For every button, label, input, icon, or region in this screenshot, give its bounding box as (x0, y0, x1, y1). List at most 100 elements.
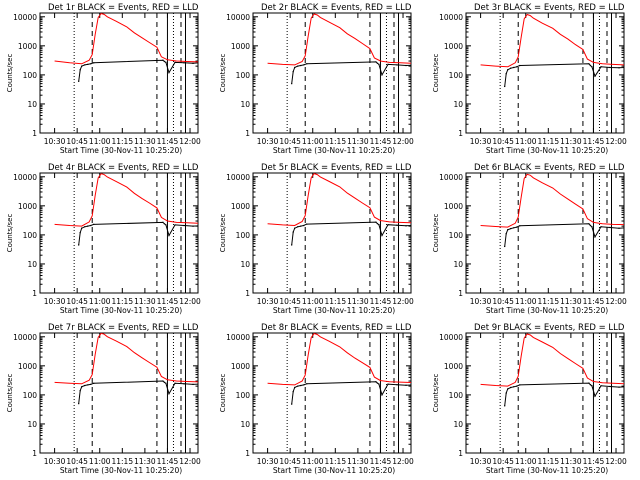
events-point (405, 225, 407, 227)
panel-title: Det 9r BLACK = Events, RED = LLD (474, 323, 625, 333)
events-point (81, 65, 83, 67)
y-tick-label: 100 (236, 391, 251, 400)
x-tick-label: 11:00 (89, 137, 111, 146)
x-tick-label: 11:15 (324, 297, 346, 306)
x-tick-label: 10:45 (492, 137, 514, 146)
events-point (411, 384, 412, 385)
events-point (198, 384, 199, 385)
events-point (609, 226, 611, 229)
detector-panel-9: Det 9r BLACK = Events, RED = LLD 1 10 100 10… (432, 323, 634, 475)
y-tick-label: 10 (240, 260, 250, 269)
detector-panel-7: Det 7r BLACK = Events, RED = LLD 1 10 100 10… (6, 323, 201, 475)
y-axis-label: Counts/sec (219, 214, 227, 253)
y-tick-label: 1 (245, 449, 250, 458)
y-tick-label: 10000 (13, 173, 37, 182)
y-tick-label: 1000 (231, 42, 250, 51)
events-point (84, 64, 86, 66)
plot-frame (252, 12, 412, 134)
y-axis-label: Counts/sec (6, 54, 14, 93)
events-point (207, 63, 208, 64)
events-point (387, 383, 389, 385)
x-tick-label: 11:30 (560, 297, 582, 306)
events-point (591, 385, 593, 387)
y-tick-label: 10000 (13, 333, 37, 342)
events-point (519, 384, 521, 386)
y-tick-label: 10000 (439, 13, 463, 22)
events-point (165, 382, 167, 384)
events-point (609, 66, 611, 69)
events-point (162, 380, 164, 382)
x-tick-label: 12:00 (605, 297, 627, 306)
events-point (294, 386, 296, 389)
plot-area (54, 333, 199, 453)
events-point (630, 387, 631, 388)
events-point (163, 381, 166, 383)
events-point (378, 63, 380, 65)
y-tick-label: 1 (458, 129, 463, 138)
events-point (588, 382, 590, 384)
x-tick-label: 10:30 (44, 297, 66, 306)
x-axis-label: Start Time (30-Nov-11 10:25:20) (486, 146, 608, 155)
events-point (624, 67, 625, 68)
events-point (513, 386, 515, 388)
events-point (375, 221, 377, 223)
events-point (405, 64, 407, 67)
events-point (207, 226, 208, 227)
y-tick-label: 1 (32, 129, 37, 138)
x-tick-label: 12:00 (605, 457, 627, 466)
x-axis-label: Start Time (30-Nov-11 10:25:20) (486, 466, 608, 475)
plot-area (480, 173, 625, 293)
series-line-events (504, 382, 624, 406)
x-tick-label: 11:45 (157, 137, 179, 146)
events-point (300, 225, 302, 227)
events-point (387, 224, 389, 226)
x-tick-label: 10:30 (470, 297, 492, 306)
events-point (624, 227, 625, 228)
x-tick-label: 11:00 (302, 457, 324, 466)
events-point (510, 227, 512, 230)
y-tick-label: 1000 (18, 202, 37, 211)
series-line-events (78, 380, 198, 404)
events-point (303, 224, 305, 227)
events-point (417, 65, 418, 66)
x-tick-label: 11:00 (302, 137, 324, 146)
x-tick-label: 11:30 (134, 457, 156, 466)
events-point (633, 387, 634, 388)
x-tick-label: 11:45 (583, 137, 605, 146)
events-point (633, 68, 634, 69)
x-tick-label: 10:30 (44, 137, 66, 146)
series-line-lld (54, 173, 198, 227)
plot-area (480, 333, 634, 453)
x-tick-label: 10:30 (44, 457, 66, 466)
x-axis-label: Start Time (30-Nov-11 10:25:20) (273, 306, 395, 315)
events-point (375, 61, 377, 63)
events-point (505, 233, 507, 235)
plot-frame (465, 332, 625, 454)
events-point (81, 386, 83, 388)
plot-frame (252, 172, 412, 294)
events-point (87, 63, 89, 65)
events-point (292, 390, 294, 393)
series-line-lld (54, 333, 198, 385)
series-line-lld (480, 13, 624, 68)
y-tick-label: 1000 (444, 202, 463, 211)
events-point (174, 382, 176, 384)
events-point (618, 227, 620, 229)
x-tick-label: 12:00 (392, 137, 414, 146)
events-point (192, 62, 194, 64)
events-point (513, 66, 515, 69)
y-tick-label: 1 (458, 449, 463, 458)
x-tick-label: 10:45 (279, 137, 301, 146)
x-tick-label: 10:45 (66, 137, 88, 146)
detector-panel-3: Det 3r BLACK = Events, RED = LLD 1 10 100 10… (432, 3, 634, 155)
events-point (165, 61, 167, 63)
events-point (90, 224, 92, 227)
detector-panel-8: Det 8r BLACK = Events, RED = LLD 1 10 100 10… (219, 323, 414, 475)
events-point (591, 226, 593, 228)
x-tick-label: 12:00 (605, 137, 627, 146)
events-point (306, 383, 308, 385)
events-point (90, 63, 92, 65)
x-tick-label: 11:45 (370, 457, 392, 466)
x-tick-label: 10:45 (492, 297, 514, 306)
events-point (174, 61, 176, 63)
